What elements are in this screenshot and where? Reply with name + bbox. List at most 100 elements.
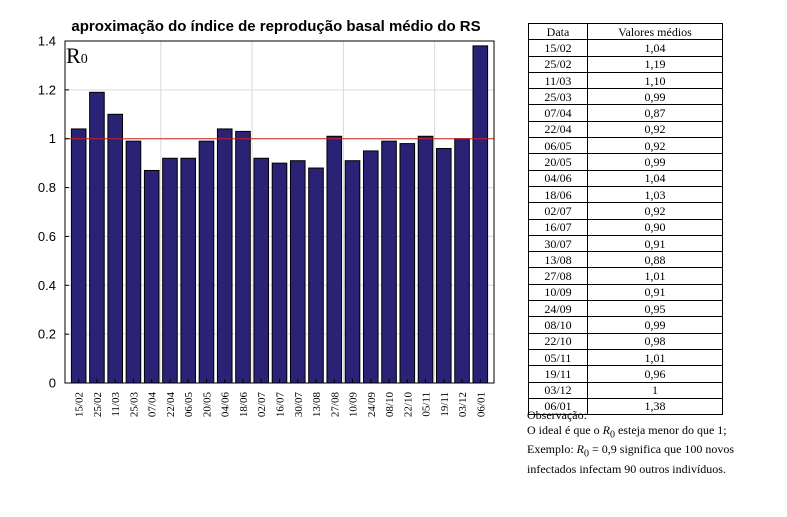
x-tick-label: 10/09 xyxy=(348,392,360,418)
values-table-container: Data Valores médios 15/02 1,04 25/02 1,19 11… xyxy=(528,22,723,416)
bar xyxy=(362,150,379,384)
table-cell-date: 10/09 xyxy=(528,283,588,302)
table-row: 22/04 0,92 xyxy=(528,120,723,139)
table-row: 19/11 0,96 xyxy=(528,365,723,383)
table-row: 18/06 1,03 xyxy=(528,185,723,204)
table-cell-date: 02/07 xyxy=(528,202,588,220)
table-cell-date: 06/01 xyxy=(528,397,588,416)
header-values: Valores médios xyxy=(587,22,723,41)
bar xyxy=(472,45,489,384)
table-cell-value: 0,91 xyxy=(587,234,723,253)
table-cell-value: 0,99 xyxy=(587,88,723,106)
x-tick-label: 16/07 xyxy=(275,392,287,418)
table-row: 13/08 0,88 xyxy=(528,251,723,269)
x-tick-label: 24/09 xyxy=(366,392,378,418)
bar-chart: aproximação do índice de reprodução basa… xyxy=(38,18,495,418)
table-cell-date: 07/04 xyxy=(528,104,588,122)
table-row: 25/03 0,99 xyxy=(528,88,723,106)
table-row: 06/01 1,38 xyxy=(528,397,723,416)
x-tick-label: 25/03 xyxy=(128,392,140,418)
table-cell-value: 1,01 xyxy=(587,267,723,285)
bar xyxy=(107,113,124,384)
table-row: 03/12 1 xyxy=(528,381,723,399)
bar xyxy=(344,160,361,384)
bar xyxy=(162,157,178,384)
table-cell-date: 04/06 xyxy=(528,169,588,187)
bar xyxy=(89,91,105,384)
y-tick-label: 0.4 xyxy=(38,278,56,293)
table-cell-value: 0,90 xyxy=(587,218,723,236)
x-tick-label: 04/06 xyxy=(220,392,232,418)
table-row: 15/02 1,04 xyxy=(528,39,723,57)
bars xyxy=(70,45,489,384)
bar xyxy=(180,157,197,384)
x-tick-label: 18/06 xyxy=(238,392,250,418)
table-row: 16/07 0,90 xyxy=(528,218,723,236)
table-cell-value: 1,38 xyxy=(587,397,723,416)
x-tick-label: 06/01 xyxy=(475,392,487,417)
x-tick-label: 22/04 xyxy=(165,392,177,418)
table-header-row: Data Valores médios xyxy=(528,22,723,41)
table-cell-date: 19/11 xyxy=(528,365,588,383)
y-tick-label: 1 xyxy=(49,131,56,146)
x-tick-label: 07/04 xyxy=(147,392,159,418)
table-cell-value: 1,03 xyxy=(587,185,723,204)
values-table: Data Valores médios 15/02 1,04 25/02 1,19 11… xyxy=(528,22,723,416)
table-cell-value: 1 xyxy=(587,381,723,399)
table-cell-date: 20/05 xyxy=(528,153,588,171)
table-cell-value: 0,88 xyxy=(587,251,723,269)
table-cell-value: 0,92 xyxy=(587,120,723,139)
table-cell-date: 15/02 xyxy=(528,39,588,57)
x-tick-label: 06/05 xyxy=(183,392,195,418)
table-row: 04/06 1,04 xyxy=(528,169,723,187)
note-line-1: O ideal é que o R0 esteja menor do que 1… xyxy=(527,422,727,440)
bar xyxy=(143,169,160,384)
table-cell-value: 0,95 xyxy=(587,300,723,318)
bar xyxy=(70,128,87,384)
table-cell-value: 0,92 xyxy=(587,137,723,155)
x-tick-label: 11/03 xyxy=(110,392,122,417)
table-cell-value: 0,91 xyxy=(587,283,723,302)
x-tick-label: 08/10 xyxy=(384,392,396,418)
table-cell-value: 0,98 xyxy=(587,332,723,350)
table-cell-date: 25/03 xyxy=(528,88,588,106)
note-line-2: Exemplo: R0 = 0,9 significa que 100 novo… xyxy=(527,442,735,460)
table-cell-date: 08/10 xyxy=(528,316,588,334)
x-tick-label: 30/07 xyxy=(293,392,305,418)
bar xyxy=(381,140,397,384)
x-tick-label: 22/10 xyxy=(402,392,414,418)
y-tick-label: 1.2 xyxy=(38,82,56,97)
bar xyxy=(417,135,434,384)
table-cell-date: 03/12 xyxy=(528,381,588,399)
table-row: 08/10 0,99 xyxy=(528,316,723,334)
table-cell-value: 1,01 xyxy=(587,348,723,367)
table-row: 27/08 1,01 xyxy=(528,267,723,285)
bar xyxy=(435,147,452,384)
y-tick-label: 0.6 xyxy=(38,229,56,244)
y-tick-label: 0.2 xyxy=(38,327,56,342)
x-tick-label: 13/08 xyxy=(311,392,323,418)
table-cell-date: 24/09 xyxy=(528,300,588,318)
table-cell-date: 27/08 xyxy=(528,267,588,285)
table-cell-value: 0,92 xyxy=(587,202,723,220)
table-cell-value: 1,04 xyxy=(587,169,723,187)
x-tick-label: 27/08 xyxy=(329,392,341,418)
table-cell-date: 22/10 xyxy=(528,332,588,350)
x-tick-label: 15/02 xyxy=(74,392,86,417)
observation-note: Observação: O ideal é que o R0 esteja me… xyxy=(527,408,782,477)
table-cell-date: 11/03 xyxy=(528,71,588,90)
bar xyxy=(454,138,470,384)
y-tick-label: 0 xyxy=(49,376,56,391)
x-tick-label: 05/11 xyxy=(421,392,433,417)
r0-annotation: R0 xyxy=(66,43,88,68)
table-cell-date: 13/08 xyxy=(528,251,588,269)
table-row: 11/03 1,10 xyxy=(528,71,723,90)
y-tick-label: 1.4 xyxy=(38,34,56,49)
x-tick-label: 02/07 xyxy=(256,392,268,418)
table-row: 20/05 0,99 xyxy=(528,153,723,171)
table-cell-value: 1,10 xyxy=(587,71,723,90)
bar xyxy=(399,143,416,384)
table-body: 15/02 1,04 25/02 1,19 11/03 1,10 25/03 0,99 07/0… xyxy=(528,39,723,416)
table-row: 06/05 0,92 xyxy=(528,137,723,155)
x-tick-label: 03/12 xyxy=(457,392,469,417)
